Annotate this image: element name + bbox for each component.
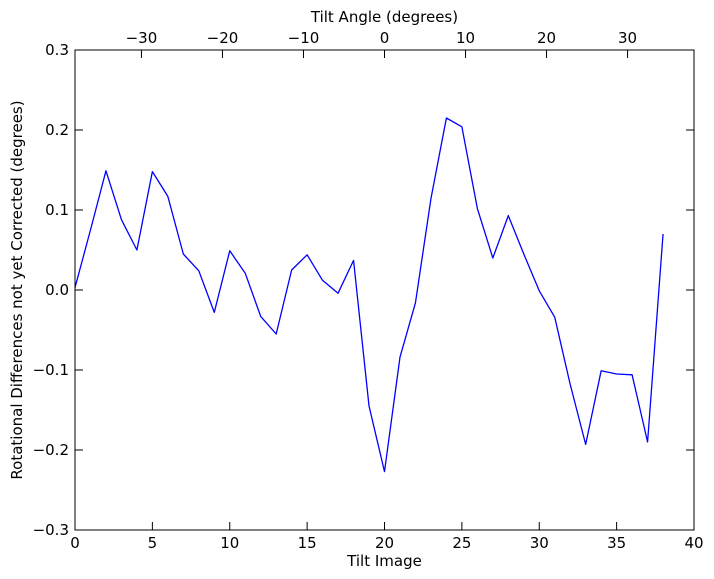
top-x-axis-title: Tilt Angle (degrees) <box>310 8 458 26</box>
tick-labels: 0 5 10 15 20 25 30 35 40 −30 −20 −10 0 10 20 30 −0.3 −0.2… <box>33 29 704 552</box>
top-x-tick-label-2: −10 <box>288 29 320 47</box>
plot-area <box>74 49 695 531</box>
x-tick-label-0: 0 <box>70 534 80 552</box>
top-x-tick-label-3: 0 <box>380 29 390 47</box>
x-tick-label-6: 30 <box>530 534 549 552</box>
top-x-tick-label-0: −30 <box>126 29 158 47</box>
plot-frame <box>74 49 695 531</box>
y-tick-label-0: −0.3 <box>33 521 69 539</box>
y-tick-label-2: −0.1 <box>33 361 69 379</box>
x-tick-label-3: 15 <box>298 534 317 552</box>
x-tick-label-1: 5 <box>148 534 158 552</box>
axis-ticks <box>74 49 695 531</box>
x-tick-label-7: 35 <box>607 534 626 552</box>
y-tick-label-6: 0.3 <box>45 41 69 59</box>
x-tick-label-8: 40 <box>684 534 703 552</box>
y-axis-title: Rotational Differences not yet Corrected… <box>8 100 26 479</box>
y-tick-label-1: −0.2 <box>33 441 69 459</box>
x-tick-label-2: 10 <box>220 534 239 552</box>
y-tick-label-4: 0.1 <box>45 201 69 219</box>
x-tick-label-5: 25 <box>452 534 471 552</box>
top-x-tick-label-5: 20 <box>537 29 556 47</box>
top-x-tick-label-1: −20 <box>207 29 239 47</box>
series-line-0 <box>74 117 664 473</box>
top-x-tick-label-4: 10 <box>456 29 475 47</box>
y-tick-label-5: 0.2 <box>45 121 69 139</box>
x-tick-label-4: 20 <box>375 534 394 552</box>
x-axis-title: Tilt Image <box>346 552 422 570</box>
top-x-tick-label-6: 30 <box>618 29 637 47</box>
y-tick-label-3: 0.0 <box>45 281 69 299</box>
